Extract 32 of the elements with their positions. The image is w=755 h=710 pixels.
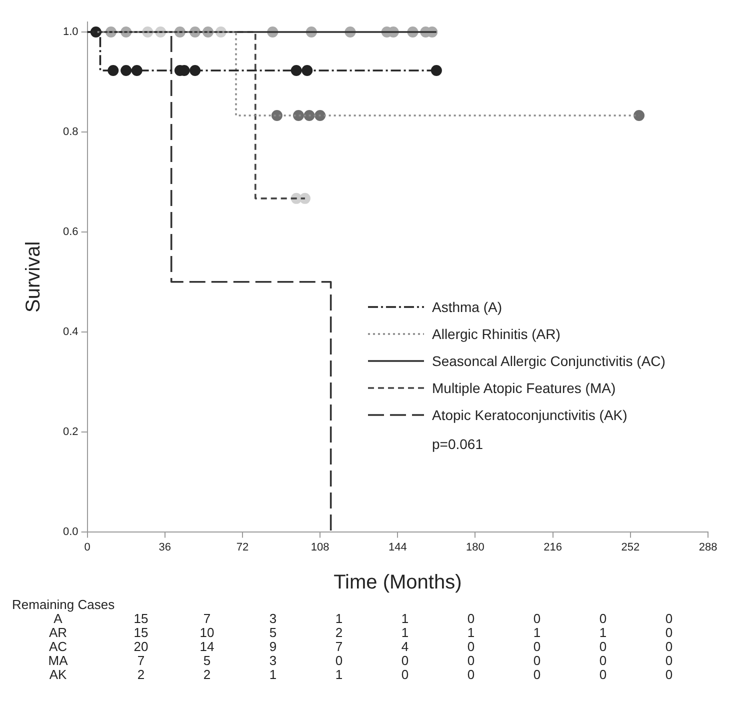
text: MA 7 5 3 0 0 0 0 0 0: [48, 653, 673, 668]
y-tick-label: 0.8: [62, 126, 78, 138]
legend-label: Atopic Keratoconjunctivitis (AK): [432, 406, 628, 422]
annotation: p=0.061: [432, 436, 484, 452]
y-tick-label: 1.0: [62, 26, 78, 38]
x-tick-label: 180: [466, 541, 484, 554]
text: AC 20 14 9 7 4 0 0 0 0: [48, 639, 673, 654]
x-tick-label: 36: [158, 541, 172, 554]
point: [290, 64, 302, 76]
text: Remaining Cases: [12, 597, 116, 612]
x-tick-label: 144: [388, 541, 407, 554]
y-tick-label: 0.2: [62, 426, 78, 438]
point: [430, 64, 442, 76]
x-tick-label: 108: [310, 541, 330, 554]
x-tick-label: 252: [621, 541, 640, 554]
y-tick-label: 0.6: [62, 226, 78, 238]
y-axis-title: Survival: [22, 241, 45, 312]
x-axis-title: Time (Months): [334, 572, 462, 594]
y-tick-label: 0.0: [62, 526, 78, 538]
text: AR 15 10 5 2 1 1 1 1 0: [48, 625, 673, 640]
legend-label: Asthma (A): [432, 298, 502, 314]
legend-label: Allergic Rhinitis (AR): [432, 326, 560, 342]
x-tick-label: 0: [84, 541, 90, 554]
x-tick-label: 72: [236, 541, 249, 554]
y-tick-label: 0.4: [62, 326, 78, 338]
legend-label: Seasoncal Allergic Conjunctivitis (AC): [432, 352, 666, 368]
x-tick-label: 288: [698, 541, 718, 554]
text: AK 2 2 1 1 0 0 0 0 0: [49, 667, 673, 682]
text: A 15 7 3 1 1 0 0 0 0: [54, 611, 673, 626]
x-tick-label: 216: [544, 541, 562, 554]
point: [634, 110, 645, 121]
legend-label: Multiple Atopic Features (MA): [432, 380, 616, 396]
